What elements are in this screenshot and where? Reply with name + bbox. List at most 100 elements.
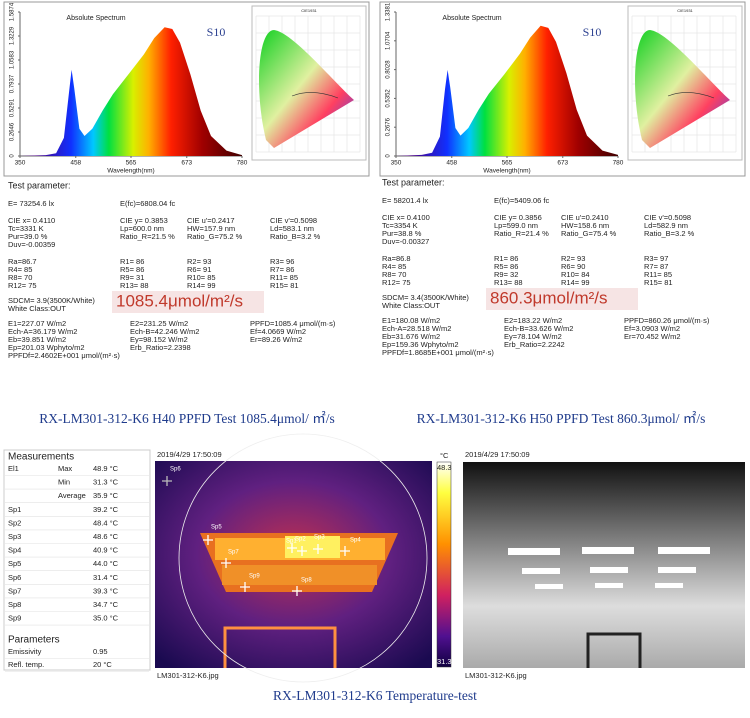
param: R6= 91 [187, 265, 211, 274]
param: PPFD=1085.4 μmol/(m·s) [250, 319, 336, 328]
spectrum [396, 25, 618, 156]
x-tick-label: 350 [391, 160, 402, 167]
measurements-table: Measurements Parameters El1 Max 48.9 °C Min… [3, 449, 151, 672]
param: PPFDf=2.4602E+001 μmol/(m²·s) [8, 351, 120, 360]
annotation: S10 [583, 25, 602, 39]
param: R9= 32 [494, 270, 518, 279]
param: Ratio_G=75.2 % [187, 232, 243, 241]
fixture-hot [222, 565, 377, 585]
param: CIE y= 0.3856 [494, 213, 542, 222]
param: R8= 70 [382, 270, 406, 279]
scale-max: 48.3 [437, 463, 452, 472]
table-cell: Sp6 [8, 573, 21, 582]
param: CIE u'=0.2410 [561, 213, 609, 222]
table-title: Parameters [8, 635, 60, 646]
spot-label: Sp8 [301, 578, 312, 584]
param: Duv=-0.00359 [8, 240, 55, 249]
param: HW=158.6 nm [561, 221, 609, 230]
table-cell: 20 °C [93, 660, 112, 669]
param: CIE v'=0.5098 [270, 216, 317, 225]
param: PPFD=860.26 μmol/(m·s) [624, 316, 710, 325]
param: E(fc)=6808.04 fc [120, 199, 175, 208]
param: Ra=86.7 [8, 257, 37, 266]
param: R11= 85 [270, 273, 298, 282]
param: Ratio_R=21.4 % [494, 229, 549, 238]
table-cell: 48.4 °C [93, 518, 119, 527]
param: R4= 85 [382, 262, 406, 271]
param: R4= 85 [8, 265, 32, 274]
ppfd-highlight: 860.3μmol/m²/s [490, 288, 608, 307]
scale-min: 31.3 [437, 657, 452, 666]
param: Ef=3.0903 W/m2 [624, 324, 680, 333]
spot-label: Sp7 [228, 550, 239, 556]
photo-bg [463, 462, 745, 668]
param: E(fc)=5409.06 fc [494, 196, 549, 205]
param: R1= 86 [494, 254, 518, 263]
spot-marker [340, 546, 350, 556]
param: R7= 86 [270, 265, 294, 274]
param: R9= 31 [120, 273, 144, 282]
param: Erb_Ratio=2.2398 [130, 343, 191, 352]
y-tick-label: 0.5352 [386, 89, 392, 108]
y-tick-label: 1.3381 [386, 2, 392, 21]
y-tick-label: 0.2646 [10, 122, 16, 141]
cie-locus [259, 30, 354, 148]
caption: RX-LM301-312-K6 Temperature-test [273, 688, 477, 703]
param: White Class:OUT [8, 304, 66, 313]
param: CIE x= 0.4100 [382, 213, 430, 222]
x-tick-label: 565 [502, 160, 513, 167]
param: E1=180.08 W/m2 [382, 316, 440, 325]
param: R3= 97 [644, 254, 668, 263]
cie-title: CIE1931 [677, 8, 693, 13]
spectrum [20, 27, 242, 157]
table-cell: 40.9 °C [93, 546, 119, 555]
table-title: Measurements [8, 452, 74, 463]
param: R10= 84 [561, 270, 590, 279]
spot-marker [287, 543, 297, 553]
param: Ey=98.152 W/m2 [130, 335, 188, 344]
param: Lp=599.0 nm [494, 221, 538, 230]
param: Tc=3354 K [382, 221, 418, 230]
param: R13= 88 [120, 281, 149, 290]
x-tick-label: 565 [126, 160, 137, 167]
param: PPFDf=1.8685E+001 μmol/(m²·s) [382, 348, 494, 357]
spot-label: Sp1 [286, 539, 297, 545]
spot-label: Sp3 [314, 535, 325, 541]
table-cell: 31.3 °C [93, 478, 119, 487]
x-tick-label: 673 [557, 160, 568, 167]
spot-marker [221, 558, 231, 568]
y-tick-label: 0 [386, 154, 392, 158]
door [223, 626, 337, 668]
x-tick-label: 780 [613, 160, 624, 167]
param: Ld=582.9 nm [644, 221, 688, 230]
x-tick-label: 673 [181, 160, 192, 167]
ppfd-highlight: 1085.4μmol/m²/s [116, 291, 243, 310]
door [586, 632, 642, 668]
table-cell: 39.2 °C [93, 505, 119, 514]
y-tick-label: 0.8028 [386, 60, 392, 79]
cie-title: CIE1931 [301, 8, 317, 13]
param: E2=231.25 W/m2 [130, 319, 188, 328]
param: Erb_Ratio=2.2242 [504, 340, 565, 349]
y-tick-label: 1.3229 [10, 26, 16, 45]
param: R13= 88 [494, 278, 523, 287]
section-heading: Test parameter: [8, 180, 71, 190]
spot-marker [240, 582, 250, 592]
spot-label: Sp5 [211, 525, 222, 531]
highlight [486, 288, 638, 310]
photo: 2019/4/29 17:50:09 LM301-312-K6.jpg [463, 450, 745, 680]
annotation: S10 [207, 25, 226, 39]
param: Ech-B=42.246 W/m2 [130, 327, 199, 336]
caption: RX-LM301-312-K6 H40 PPFD Test 1085.4μmol… [39, 411, 335, 426]
x-tick-label: 458 [446, 160, 457, 167]
table-cell: Sp1 [8, 505, 21, 514]
table-cell: 0.95 [93, 647, 108, 656]
spot-marker [313, 544, 323, 554]
param: Ratio_B=3.2 % [644, 229, 695, 238]
param: White Class:OUT [382, 301, 440, 310]
param: Tc=3331 K [8, 224, 44, 233]
param: R15= 81 [270, 281, 299, 290]
param: R12= 75 [8, 281, 37, 290]
x-tick-label: 458 [70, 160, 81, 167]
